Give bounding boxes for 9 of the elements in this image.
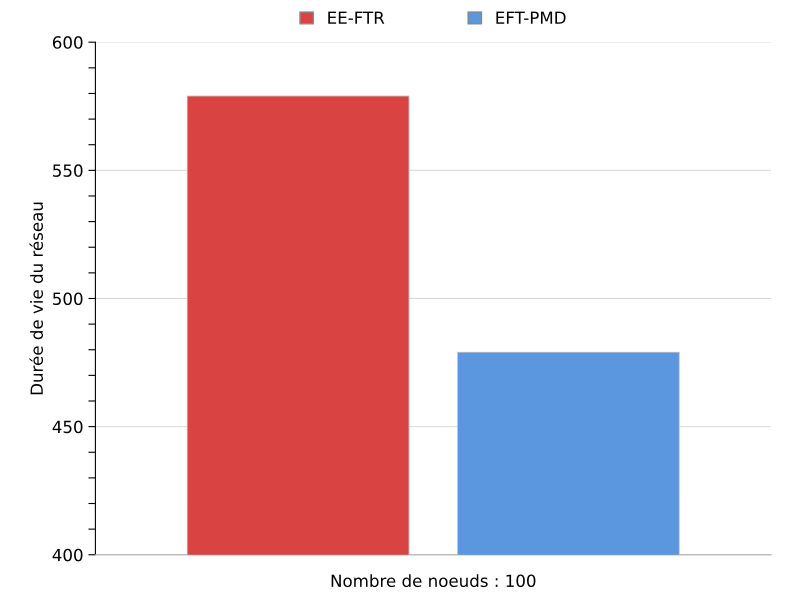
y-tick-label: 550 <box>53 164 82 177</box>
legend-label: EFT-PMD <box>496 12 566 24</box>
x-tick-label: Nombre de noeuds : 100 <box>332 574 536 588</box>
y-tick-label: 400 <box>52 548 82 562</box>
y-tick-label: 450 <box>52 420 82 434</box>
legend-label: EE-FTR <box>328 12 384 24</box>
y-axis-title: Durée de vie du réseau <box>29 202 43 394</box>
y-tick-label: 500 <box>53 292 82 306</box>
y-tick-label: 600 <box>52 36 82 49</box>
